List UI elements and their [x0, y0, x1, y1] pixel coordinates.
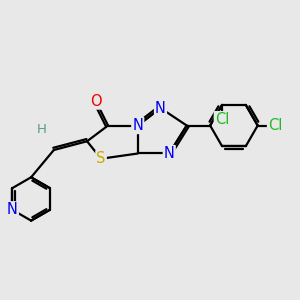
Text: Cl: Cl: [268, 118, 282, 133]
Text: N: N: [155, 100, 166, 116]
Text: Cl: Cl: [215, 112, 229, 127]
Text: N: N: [7, 202, 18, 217]
Text: O: O: [90, 94, 102, 109]
Text: N: N: [164, 146, 175, 161]
Text: N: N: [132, 118, 143, 133]
Text: S: S: [96, 151, 106, 166]
Text: H: H: [37, 122, 46, 136]
